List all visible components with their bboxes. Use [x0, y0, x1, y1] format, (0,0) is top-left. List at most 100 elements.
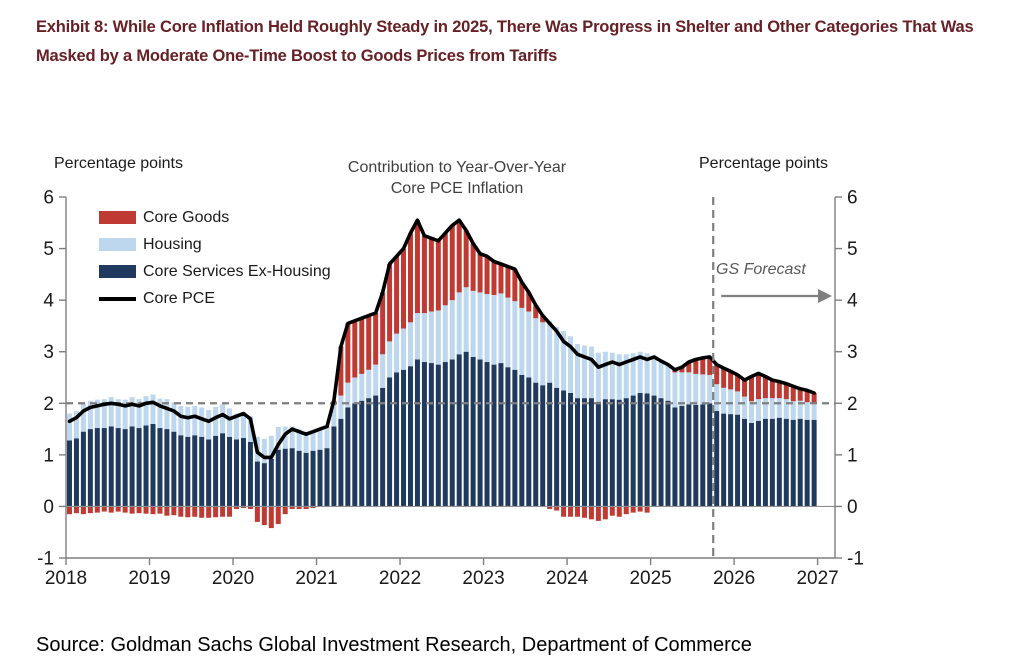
- bar-core-services: [73, 438, 79, 507]
- bar-core-goods: [595, 506, 601, 521]
- bar-core-services: [776, 417, 782, 507]
- bar-core-goods: [261, 506, 267, 525]
- bar-core-services: [345, 407, 351, 507]
- bar-core-services: [693, 404, 699, 507]
- bar-core-services: [206, 439, 212, 507]
- bar-core-goods: [143, 506, 149, 514]
- bar-core-services: [568, 392, 574, 507]
- y-tick-label-right: 2: [847, 394, 858, 415]
- bar-core-services: [199, 436, 205, 507]
- bar-core-services: [387, 377, 393, 507]
- bar-housing: [66, 413, 72, 441]
- bar-core-services: [477, 359, 483, 507]
- bar-core-goods: [380, 292, 386, 355]
- bar-core-goods: [707, 356, 713, 375]
- axes: -1 -1 0 0 1 1 2 2 3 3 4 4 5 5 6 6 2018 2019 2020 2021 2022 20…: [37, 188, 864, 590]
- bar-core-services: [394, 372, 400, 507]
- y-tick-label-left: 0: [43, 497, 54, 518]
- bar-housing: [728, 389, 734, 415]
- x-tick-label: 2022: [379, 568, 421, 589]
- bar-core-services: [588, 398, 594, 507]
- bar-housing: [220, 404, 226, 434]
- bar-core-services: [317, 449, 323, 507]
- bar-core-goods: [171, 506, 177, 516]
- x-tick-label: 2019: [128, 568, 170, 589]
- bar-core-services: [728, 414, 734, 507]
- bar-core-services: [247, 441, 253, 507]
- bar-housing: [769, 398, 775, 419]
- bar-core-services: [80, 431, 86, 507]
- bar-housing: [811, 402, 817, 420]
- bar-core-services: [721, 413, 727, 507]
- bar-core-services: [421, 362, 427, 507]
- bar-core-services: [66, 440, 72, 507]
- bar-core-services: [94, 428, 100, 507]
- bar-housing: [588, 346, 594, 399]
- bar-core-goods: [359, 318, 365, 374]
- bar-core-services: [595, 401, 601, 507]
- bar-core-services: [547, 382, 553, 507]
- bar-housing: [505, 297, 511, 368]
- bar-housing: [261, 438, 267, 464]
- bar-core-goods: [227, 506, 233, 517]
- bar-core-goods: [387, 264, 393, 342]
- bar-core-goods: [199, 506, 205, 518]
- bar-housing: [359, 373, 365, 401]
- bar-core-services: [268, 458, 274, 507]
- chart-title-line1: Contribution to Year-Over-Year: [347, 159, 567, 176]
- bar-core-services: [714, 411, 720, 507]
- bar-core-goods: [122, 506, 128, 513]
- bar-core-goods: [428, 238, 434, 312]
- bar-core-goods: [296, 506, 302, 510]
- bar-housing: [366, 369, 372, 399]
- bar-core-goods: [790, 386, 796, 402]
- bar-core-goods: [637, 506, 643, 512]
- bar-core-services: [401, 369, 407, 507]
- bar-core-goods: [268, 506, 274, 529]
- bar-housing: [484, 293, 490, 363]
- bar-housing: [338, 395, 344, 419]
- bar-core-services: [428, 363, 434, 507]
- bar-housing: [575, 343, 581, 399]
- bar-core-goods: [129, 506, 135, 514]
- bar-housing: [700, 374, 706, 405]
- bar-core-goods: [442, 233, 448, 306]
- bar-housing: [331, 404, 337, 427]
- bar-core-services: [108, 426, 114, 507]
- bar-core-goods: [714, 364, 720, 385]
- y-tick-label-right: 0: [847, 497, 858, 518]
- bar-core-goods: [150, 506, 156, 515]
- bar-core-services: [540, 385, 546, 507]
- legend-label: Core PCE: [143, 289, 216, 307]
- y-tick-label-left: 2: [43, 394, 54, 415]
- bar-core-services: [581, 398, 587, 507]
- bar-core-services: [470, 356, 476, 507]
- bar-housing: [289, 426, 295, 449]
- bar-housing: [199, 407, 205, 437]
- bar-core-goods: [303, 506, 309, 510]
- x-tick-label: 2018: [45, 568, 87, 589]
- bar-housing: [421, 313, 427, 363]
- gs-forecast-label: GS Forecast: [716, 261, 806, 278]
- bar-core-goods: [73, 506, 79, 514]
- bar-housing: [561, 331, 567, 391]
- bar-housing: [721, 387, 727, 414]
- bar-core-goods: [581, 506, 587, 518]
- bar-core-goods: [352, 320, 358, 378]
- x-tick-label: 2024: [546, 568, 589, 589]
- bar-core-goods: [568, 506, 574, 517]
- bar-core-services: [686, 404, 692, 507]
- bar-core-services: [623, 398, 629, 507]
- bar-core-services: [505, 367, 511, 507]
- bar-core-goods: [533, 305, 539, 319]
- bar-core-goods: [220, 506, 226, 517]
- bar-core-goods: [157, 506, 163, 514]
- bar-core-goods: [435, 240, 441, 311]
- x-tick-label: 2025: [629, 568, 671, 589]
- bar-core-services: [609, 399, 615, 507]
- bar-core-services: [484, 362, 490, 507]
- bar-core-goods: [463, 230, 469, 288]
- forecast-arrow-icon: [721, 289, 832, 303]
- source-line: Source: Goldman Sachs Global Investment …: [36, 634, 752, 656]
- bar-core-goods: [693, 359, 699, 374]
